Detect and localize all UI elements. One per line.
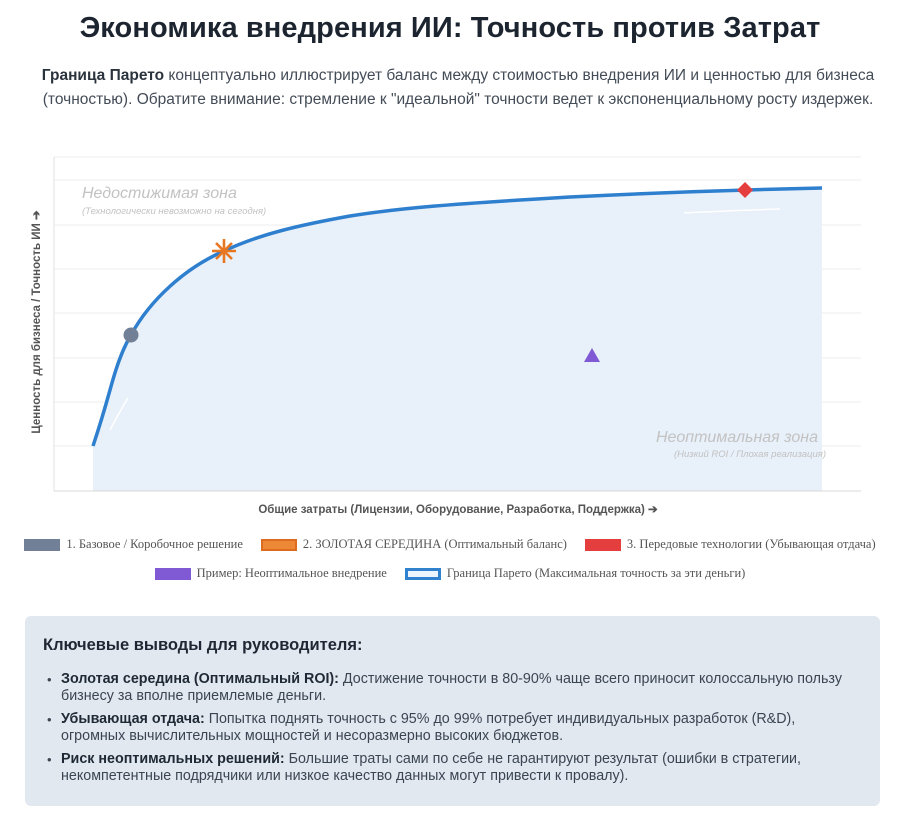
takeaway-text: Большие траты сами по себе не гарантирую… bbox=[61, 751, 802, 784]
takeaways-title: Ключевые выводы для руководителя: bbox=[43, 636, 363, 654]
legend-label: 2. ЗОЛОТАЯ СЕРЕДИНА (Оптимальный баланс) bbox=[302, 537, 567, 551]
page-title: Экономика внедрения ИИ: Точность против … bbox=[79, 12, 821, 44]
takeaway-bold: Риск неоптимальных решений: bbox=[61, 751, 285, 767]
marker-golden-middle-star bbox=[212, 239, 236, 263]
intro-text: Граница Парето концептуально иллюстрируе… bbox=[28, 64, 888, 112]
x-axis-label: Общие затраты (Лицензии, Оборудование, Р… bbox=[258, 504, 658, 516]
zone-top-title: Недостижимая зона bbox=[82, 185, 237, 202]
legend-row-2: Пример: Неоптимальное внедрение Граница … bbox=[0, 564, 900, 583]
zone-top-sub: (Технологически невозможно на сегодня) bbox=[82, 206, 266, 217]
takeaway-item: Убывающая отдача: Попытка поднять точнос… bbox=[47, 711, 862, 745]
legend-swatch-pareto bbox=[404, 567, 441, 580]
chart-canvas: Недостижимая зона (Технологически невозм… bbox=[31, 156, 861, 516]
pareto-frontier-line bbox=[91, 186, 823, 447]
glint-right bbox=[683, 208, 781, 214]
legend-row-1: 1. Базовое / Коробочное решение 2. ЗОЛОТ… bbox=[0, 535, 900, 554]
zone-bottom-title: Неоптимальная зона bbox=[656, 429, 818, 446]
legend-swatch-orange bbox=[260, 538, 297, 551]
intro-bold-term: Граница Парето bbox=[41, 67, 165, 84]
takeaway-item: Риск неоптимальных решений: Большие трат… bbox=[47, 751, 862, 785]
legend-swatch-purple bbox=[154, 567, 191, 580]
legend-item-advanced[interactable]: 3. Передовые технологии (Убывающая отдач… bbox=[584, 537, 876, 552]
legend-item-basic[interactable]: 1. Базовое / Коробочное решение bbox=[24, 537, 243, 552]
takeaways-list: Золотая середина (Оптимальный ROI): Дост… bbox=[43, 671, 862, 785]
marker-suboptimal-triangle bbox=[584, 348, 600, 362]
intro-line-1: концептуально иллюстрирует баланс между … bbox=[164, 67, 875, 84]
marker-basic-solution bbox=[123, 327, 139, 343]
legend-item-pareto[interactable]: Граница Парето (Максимальная точность за… bbox=[404, 566, 746, 581]
marker-advanced-diamond bbox=[737, 182, 753, 198]
zone-bottom-sub: (Низкий ROI / Плохая реализация) bbox=[674, 449, 826, 460]
legend-label: 3. Передовые технологии (Убывающая отдач… bbox=[626, 537, 876, 551]
chart-legend: 1. Базовое / Коробочное решение 2. ЗОЛОТ… bbox=[0, 535, 900, 593]
legend-item-golden[interactable]: 2. ЗОЛОТАЯ СЕРЕДИНА (Оптимальный баланс) bbox=[260, 537, 567, 552]
legend-label: Граница Парето (Максимальная точность за… bbox=[446, 566, 746, 580]
glint-left bbox=[109, 397, 129, 431]
takeaway-item: Золотая середина (Оптимальный ROI): Дост… bbox=[47, 671, 862, 705]
takeaway-text: Достижение точности в 80-90% чаще всего … bbox=[61, 671, 842, 704]
legend-label: 1. Базовое / Коробочное решение bbox=[66, 537, 243, 551]
legend-swatch-red bbox=[584, 538, 621, 551]
intro-line-2: (точностью). Обратите внимание: стремлен… bbox=[42, 91, 874, 108]
legend-swatch-gray bbox=[24, 538, 61, 551]
pareto-area bbox=[93, 188, 822, 491]
y-axis-label: Ценность для бизнеса / Точность ИИ ➔ bbox=[31, 210, 43, 434]
legend-item-suboptimal[interactable]: Пример: Неоптимальное внедрение bbox=[154, 566, 387, 581]
key-takeaways-panel: Ключевые выводы для руководителя: Золота… bbox=[25, 616, 880, 806]
takeaway-bold: Золотая середина (Оптимальный ROI): bbox=[61, 671, 339, 687]
takeaway-bold: Убывающая отдача: bbox=[61, 711, 205, 727]
pareto-chart: Недостижимая зона (Технологически невозм… bbox=[0, 140, 900, 520]
takeaway-text: Попытка поднять точность с 95% до 99% по… bbox=[61, 711, 796, 744]
legend-label: Пример: Неоптимальное внедрение bbox=[196, 566, 387, 580]
